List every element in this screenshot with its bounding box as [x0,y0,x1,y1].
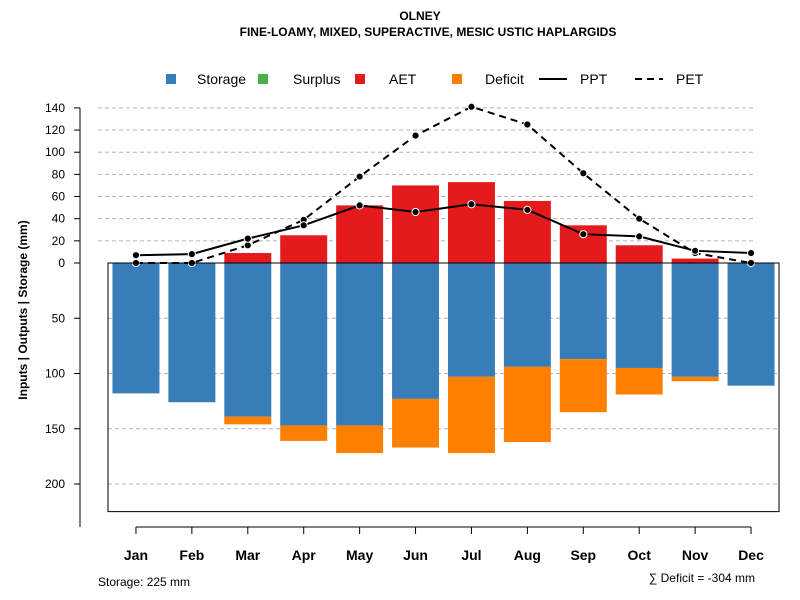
x-tick-label-aug: Aug [514,547,541,563]
y-tick-label: 200 [45,477,65,491]
ppt-point-apr [299,221,308,230]
pet-point-oct [635,214,644,223]
deficit-footnote: ∑ Deficit = -304 mm [649,571,755,585]
deficit-bar-nov [671,376,719,382]
deficit-bar-sep [559,359,607,413]
pet-point-aug [523,120,532,129]
y-tick-label: 0 [58,256,65,270]
legend-label-pet: PET [676,71,704,87]
storage-bar-nov [671,263,719,377]
aet-bar-may [336,205,384,263]
legend-swatch-storage [166,74,176,84]
pet-point-sep [579,169,588,178]
y-axis-label: Inputs | Outputs | Storage (mm) [16,220,30,399]
deficit-bar-jul [447,376,495,454]
storage-bar-apr [280,263,328,426]
storage-bar-feb [168,263,216,403]
aet-bar-jul [447,182,495,263]
legend: Storage Surplus AET Deficit PPT PET [166,71,704,87]
deficit-bar-oct [615,367,663,395]
ppt-point-oct [635,232,644,241]
x-tick-label-dec: Dec [738,547,764,563]
y-tick-label: 140 [45,101,65,115]
storage-bar-dec [727,263,775,386]
ppt-point-nov [691,246,700,255]
storage-bar-jun [392,263,440,399]
storage-footnote: Storage: 225 mm [98,575,190,589]
ppt-point-jun [411,207,420,217]
bars [112,182,775,454]
pet-point-jul [467,102,476,111]
x-tick-label-oct: Oct [628,547,652,563]
ppt-point-feb [187,250,196,259]
x-tick-label-apr: Apr [292,547,317,563]
deficit-bar-apr [280,425,328,441]
ppt-point-jan [131,251,141,260]
x-tick-label-mar: Mar [235,547,260,563]
x-tick-label-sep: Sep [570,547,596,563]
chart-subtitle: FINE-LOAMY, MIXED, SUPERACTIVE, MESIC US… [240,25,617,39]
y-tick-label: 50 [52,311,66,325]
x-tick-label-may: May [346,547,373,563]
storage-bar-oct [615,263,663,368]
grid-lines [98,107,779,485]
y-tick-label: 40 [52,212,66,226]
y-tick-label: 60 [52,190,66,204]
chart-title: OLNEY [399,9,440,23]
y-tick-label: 100 [45,145,65,159]
legend-label-storage: Storage [197,71,246,87]
storage-bar-may [336,263,384,426]
ppt-point-aug [523,205,532,214]
y-tick-label: 20 [52,234,66,248]
legend-label-aet: AET [389,71,417,87]
ppt-line [135,203,752,257]
x-tick-label-jun: Jun [403,547,428,563]
y-tick-label: 100 [45,367,65,381]
aet-bar-mar [224,253,272,263]
aet-bar-oct [615,245,663,263]
y-tick-label: 80 [52,167,66,181]
storage-bar-mar [224,263,272,417]
aet-bar-nov [671,258,719,263]
x-tick-label-jul: Jul [461,547,481,563]
pet-line [135,105,752,264]
legend-swatch-deficit [452,74,462,84]
legend-label-ppt: PPT [580,71,608,87]
storage-bar-jan [112,263,160,394]
y-tick-label: 120 [45,123,65,137]
deficit-bar-aug [503,366,551,443]
storage-bar-jul [447,263,495,377]
ppt-point-may [355,201,364,210]
storage-bar-aug [503,263,551,367]
aet-bar-jun [392,185,440,263]
pet-point-jun [411,131,420,140]
pet-point-mar [243,241,252,250]
legend-swatch-surplus [258,74,268,84]
x-tick-label-nov: Nov [682,547,709,563]
deficit-bar-may [336,425,384,454]
x-tick-label-feb: Feb [179,547,204,563]
legend-label-surplus: Surplus [293,71,340,87]
deficit-bar-jun [392,398,440,448]
pet-point-may [355,172,364,181]
ppt-point-mar [243,234,252,243]
x-tick-label-jan: Jan [124,547,148,563]
legend-swatch-aet [355,74,365,84]
storage-bar-sep [559,263,607,360]
deficit-bar-mar [224,416,272,425]
ppt-point-dec [746,248,756,258]
legend-label-deficit: Deficit [485,71,524,87]
aet-bar-apr [280,235,328,263]
ppt-point-jul [467,200,476,209]
axes: 0 20 40 60 80 100 120 140 50 100 150 200 Jan Feb Mar Ap… [45,101,780,563]
ppt-point-sep [579,230,588,239]
lines [131,102,756,268]
y-tick-label: 150 [45,422,65,436]
